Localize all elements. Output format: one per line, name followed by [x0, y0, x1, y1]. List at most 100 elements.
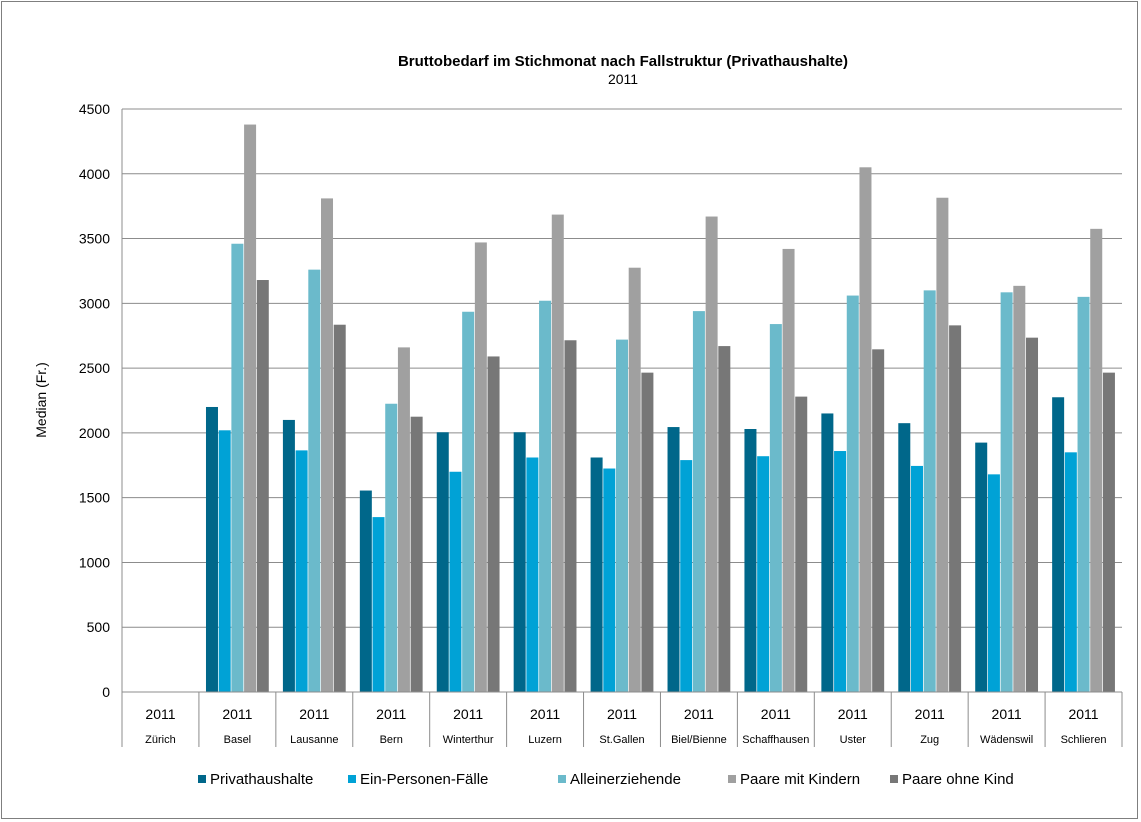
- legend-swatch: [348, 775, 356, 783]
- bar: [910, 465, 923, 692]
- legend-label: Ein-Personen-Fälle: [360, 771, 488, 788]
- bar: [936, 197, 949, 693]
- city-label: Biel/Bienne: [671, 734, 727, 746]
- bar: [218, 430, 231, 692]
- chart-subtitle: 2011: [608, 71, 638, 87]
- bar: [705, 216, 718, 692]
- bar: [616, 339, 628, 692]
- bar: [1064, 452, 1077, 692]
- bar: [333, 324, 346, 692]
- bar: [757, 456, 770, 692]
- y-tick-label: 1000: [79, 554, 110, 570]
- category-labels: 2011 Zürich 2011 Basel 2011 Lausanne 2011 Bern 2…: [121, 692, 1123, 747]
- bar: [244, 124, 257, 692]
- bar: [975, 442, 988, 692]
- bar: [308, 269, 321, 692]
- bar: [769, 324, 782, 692]
- bar: [1090, 228, 1103, 693]
- y-tick-label: 2000: [79, 425, 110, 441]
- y-tick-label: 2500: [79, 360, 110, 376]
- bar: [359, 490, 372, 692]
- axes: 0 500 1000 1500 2000 2500 3000 3500 4000 4500: [79, 101, 1122, 700]
- city-label: Lausanne: [290, 734, 338, 746]
- bar: [526, 457, 539, 692]
- bar: [590, 457, 603, 692]
- y-axis-label: Median (Fr.): [33, 362, 49, 437]
- bar: [282, 419, 295, 692]
- legend-swatch: [198, 775, 206, 783]
- bar: [1077, 296, 1090, 692]
- bar: [718, 346, 731, 692]
- bar: [680, 460, 693, 692]
- city-label: Winterthur: [443, 734, 494, 746]
- legend-label: Privathaushalte: [210, 771, 313, 788]
- city-label: Zug: [920, 734, 939, 746]
- city-label: Wädenswil: [980, 734, 1033, 746]
- bar: [923, 290, 936, 692]
- bar: [372, 517, 385, 692]
- y-tick-label: 3500: [79, 231, 110, 247]
- bar: [487, 356, 500, 692]
- legend-label: Paare ohne Kind: [902, 771, 1014, 788]
- year-label: 2011: [838, 706, 868, 722]
- year-label: 2011: [915, 706, 945, 722]
- bar: [256, 280, 269, 692]
- bar: [641, 372, 654, 692]
- y-tick-label: 4000: [79, 166, 110, 182]
- bar: [410, 416, 423, 692]
- bar: [295, 450, 308, 692]
- bar: [436, 432, 449, 692]
- year-label: 2011: [684, 706, 714, 722]
- city-label: Uster: [840, 734, 867, 746]
- bar: [667, 427, 680, 692]
- bar: [462, 311, 475, 692]
- bar: [551, 214, 564, 693]
- bar: [1013, 285, 1026, 692]
- year-label: 2011: [299, 706, 329, 722]
- bar: [513, 432, 526, 692]
- year-label: 2011: [145, 706, 175, 722]
- bar: [564, 340, 577, 692]
- bar: [795, 396, 808, 692]
- legend: Privathaushalte Ein-Personen-Fälle Alleine…: [198, 771, 1014, 788]
- bar: [898, 423, 911, 692]
- y-tick-label: 500: [87, 619, 111, 635]
- year-label: 2011: [607, 706, 637, 722]
- city-label: Schaffhausen: [742, 734, 809, 746]
- bar: [987, 474, 1000, 692]
- year-label: 2011: [1068, 706, 1098, 722]
- bar: [782, 248, 795, 693]
- y-tick-label: 3000: [79, 295, 110, 311]
- legend-swatch: [728, 775, 736, 783]
- bars: [205, 124, 1115, 693]
- bar: [1102, 372, 1115, 692]
- legend-label: Alleinerziehende: [570, 771, 681, 788]
- bar: [449, 471, 462, 692]
- legend-swatch: [558, 775, 566, 783]
- y-tick-label: 4500: [79, 101, 110, 117]
- bar: [692, 311, 705, 692]
- bar: [744, 429, 757, 692]
- bar: [859, 167, 872, 693]
- bar: [385, 403, 398, 692]
- year-label: 2011: [376, 706, 406, 722]
- y-tick-label: 0: [102, 684, 110, 700]
- bar: [1026, 337, 1039, 692]
- bar: [821, 413, 834, 692]
- bar: [628, 267, 641, 692]
- bar: [205, 406, 218, 692]
- bar: [397, 347, 410, 692]
- y-tick-label: 1500: [79, 490, 110, 506]
- bar: [834, 451, 847, 692]
- bar: [539, 300, 552, 692]
- bar: [231, 243, 244, 692]
- city-label: Basel: [224, 734, 252, 746]
- chart-title: Bruttobedarf im Stichmonat nach Fallstru…: [398, 53, 848, 70]
- bar: [949, 325, 962, 692]
- city-label: St.Gallen: [599, 734, 644, 746]
- city-label: Zürich: [145, 734, 176, 746]
- bar: [846, 295, 859, 692]
- year-label: 2011: [992, 706, 1022, 722]
